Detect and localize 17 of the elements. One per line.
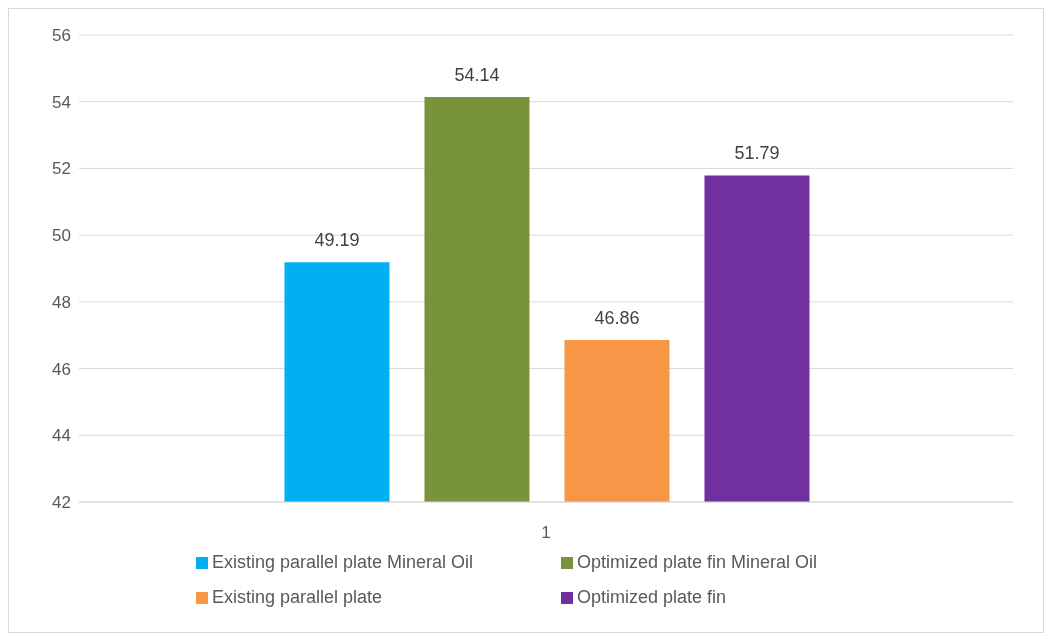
y-tick-label: 54 <box>52 92 71 112</box>
y-tick-label: 48 <box>52 292 71 312</box>
data-label: 46.86 <box>594 307 640 328</box>
legend-label: Optimized plate fin <box>576 587 728 608</box>
data-label: 49.19 <box>314 230 360 251</box>
y-tick-label: 42 <box>52 493 71 513</box>
y-tick-label: 52 <box>52 159 71 179</box>
data-label: 54.14 <box>454 65 500 86</box>
y-tick-label: 50 <box>52 226 71 246</box>
y-tick-label: 46 <box>52 359 71 379</box>
legend-label: Existing parallel plate Mineral Oil <box>211 552 475 573</box>
x-tick-label: 1 <box>541 523 551 543</box>
y-tick-label: 44 <box>52 426 71 446</box>
legend-label: Optimized plate fin Mineral Oil <box>576 552 819 573</box>
data-label: 51.79 <box>734 143 780 164</box>
y-tick-label: 56 <box>52 26 71 46</box>
legend-label: Existing parallel plate <box>211 587 384 608</box>
